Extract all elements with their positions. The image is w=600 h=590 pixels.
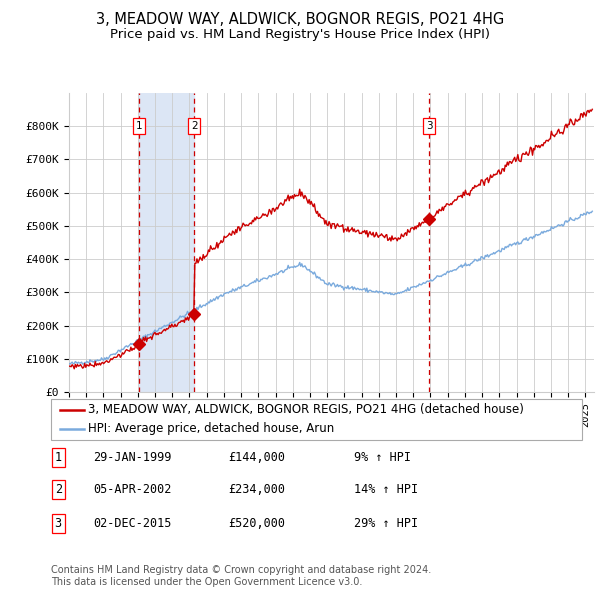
- Text: 2: 2: [55, 483, 62, 496]
- Text: Price paid vs. HM Land Registry's House Price Index (HPI): Price paid vs. HM Land Registry's House …: [110, 28, 490, 41]
- Text: 9% ↑ HPI: 9% ↑ HPI: [354, 451, 411, 464]
- Text: 02-DEC-2015: 02-DEC-2015: [93, 517, 172, 530]
- Bar: [139, 93, 194, 392]
- Text: 3: 3: [426, 121, 433, 131]
- Text: 3, MEADOW WAY, ALDWICK, BOGNOR REGIS, PO21 4HG (detached house): 3, MEADOW WAY, ALDWICK, BOGNOR REGIS, PO…: [88, 404, 524, 417]
- Text: £144,000: £144,000: [228, 451, 285, 464]
- Text: 1: 1: [55, 451, 62, 464]
- Text: HPI: Average price, detached house, Arun: HPI: Average price, detached house, Arun: [88, 422, 334, 435]
- Text: 3: 3: [55, 517, 62, 530]
- Text: 2: 2: [191, 121, 197, 131]
- Text: £234,000: £234,000: [228, 483, 285, 496]
- Text: 29-JAN-1999: 29-JAN-1999: [93, 451, 172, 464]
- Text: 29% ↑ HPI: 29% ↑ HPI: [354, 517, 418, 530]
- Text: £520,000: £520,000: [228, 517, 285, 530]
- Text: Contains HM Land Registry data © Crown copyright and database right 2024.
This d: Contains HM Land Registry data © Crown c…: [51, 565, 431, 587]
- Text: 1: 1: [136, 121, 143, 131]
- Text: 3, MEADOW WAY, ALDWICK, BOGNOR REGIS, PO21 4HG: 3, MEADOW WAY, ALDWICK, BOGNOR REGIS, PO…: [96, 12, 504, 27]
- Text: 05-APR-2002: 05-APR-2002: [93, 483, 172, 496]
- Text: 14% ↑ HPI: 14% ↑ HPI: [354, 483, 418, 496]
